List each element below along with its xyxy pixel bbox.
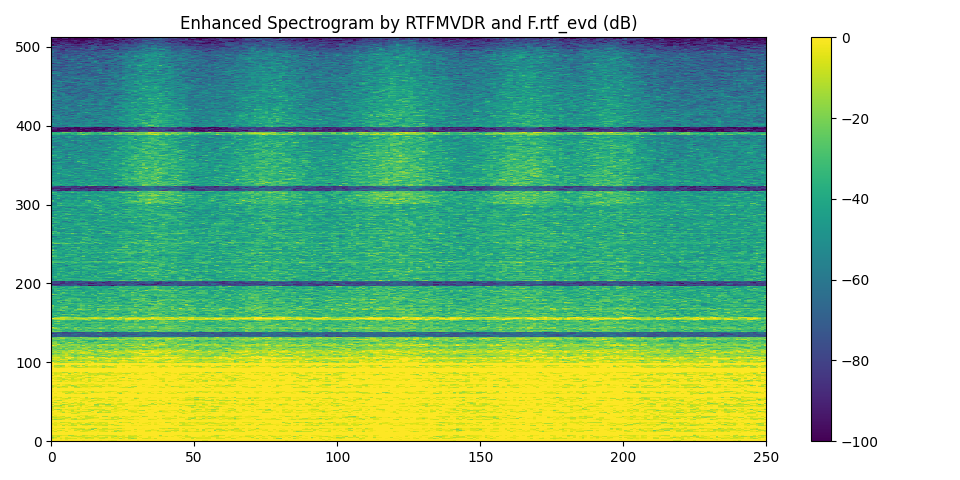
Title: Enhanced Spectrogram by RTFMVDR and F.rtf_evd (dB): Enhanced Spectrogram by RTFMVDR and F.rt… bbox=[180, 15, 637, 33]
